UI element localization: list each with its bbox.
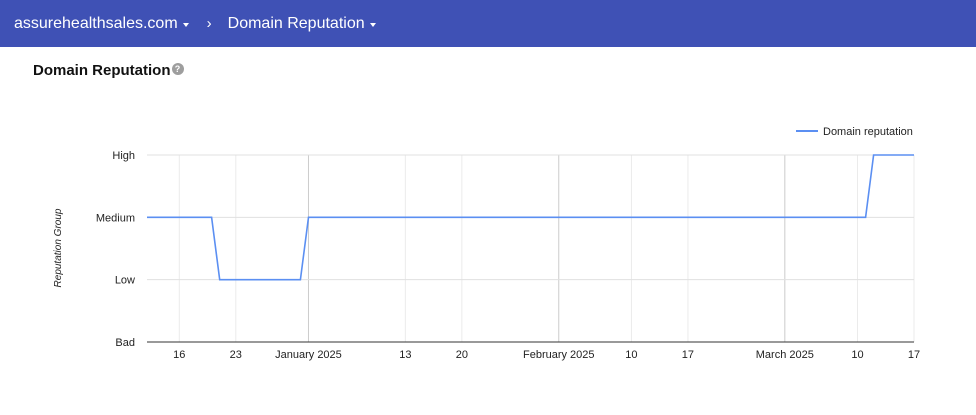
dropdown-caret-icon [182, 22, 189, 27]
y-tick-label: Bad [115, 337, 135, 349]
x-tick-label: 13 [399, 349, 411, 361]
x-tick-label: 10 [851, 349, 863, 361]
help-circle-icon[interactable]: ? [171, 63, 184, 75]
page-title: Domain Reputation [33, 62, 171, 79]
breadcrumb-separator-icon: › [206, 15, 212, 32]
x-tick-label: 10 [625, 349, 637, 361]
x-tick-label: 17 [908, 349, 920, 361]
x-tick-label: March 2025 [756, 349, 814, 361]
domain-selector-label: assurehealthsales.com [14, 14, 178, 32]
legend-label: Domain reputation [823, 126, 913, 138]
dropdown-caret-icon [369, 22, 376, 27]
y-tick-label: Low [115, 275, 135, 287]
domain-selector[interactable]: assurehealthsales.com [14, 15, 189, 33]
x-tick-label: February 2025 [523, 349, 595, 361]
section-selector-label: Domain Reputation [227, 14, 365, 32]
x-tick-label: 17 [682, 349, 694, 361]
x-tick-label: 23 [230, 349, 242, 361]
section-selector[interactable]: Domain Reputation [228, 15, 376, 33]
x-tick-label: 20 [456, 349, 468, 361]
page-title-row: Domain Reputation ? [33, 62, 184, 79]
y-tick-label: Medium [96, 212, 135, 224]
series-line-domain-reputation [147, 154, 914, 281]
x-tick-label: 16 [173, 349, 185, 361]
y-axis-title: Reputation Group [53, 208, 64, 287]
top-bar: assurehealthsales.com › Domain Reputatio… [0, 0, 976, 47]
x-tick-label: January 2025 [275, 349, 342, 361]
y-tick-label: High [112, 150, 135, 162]
